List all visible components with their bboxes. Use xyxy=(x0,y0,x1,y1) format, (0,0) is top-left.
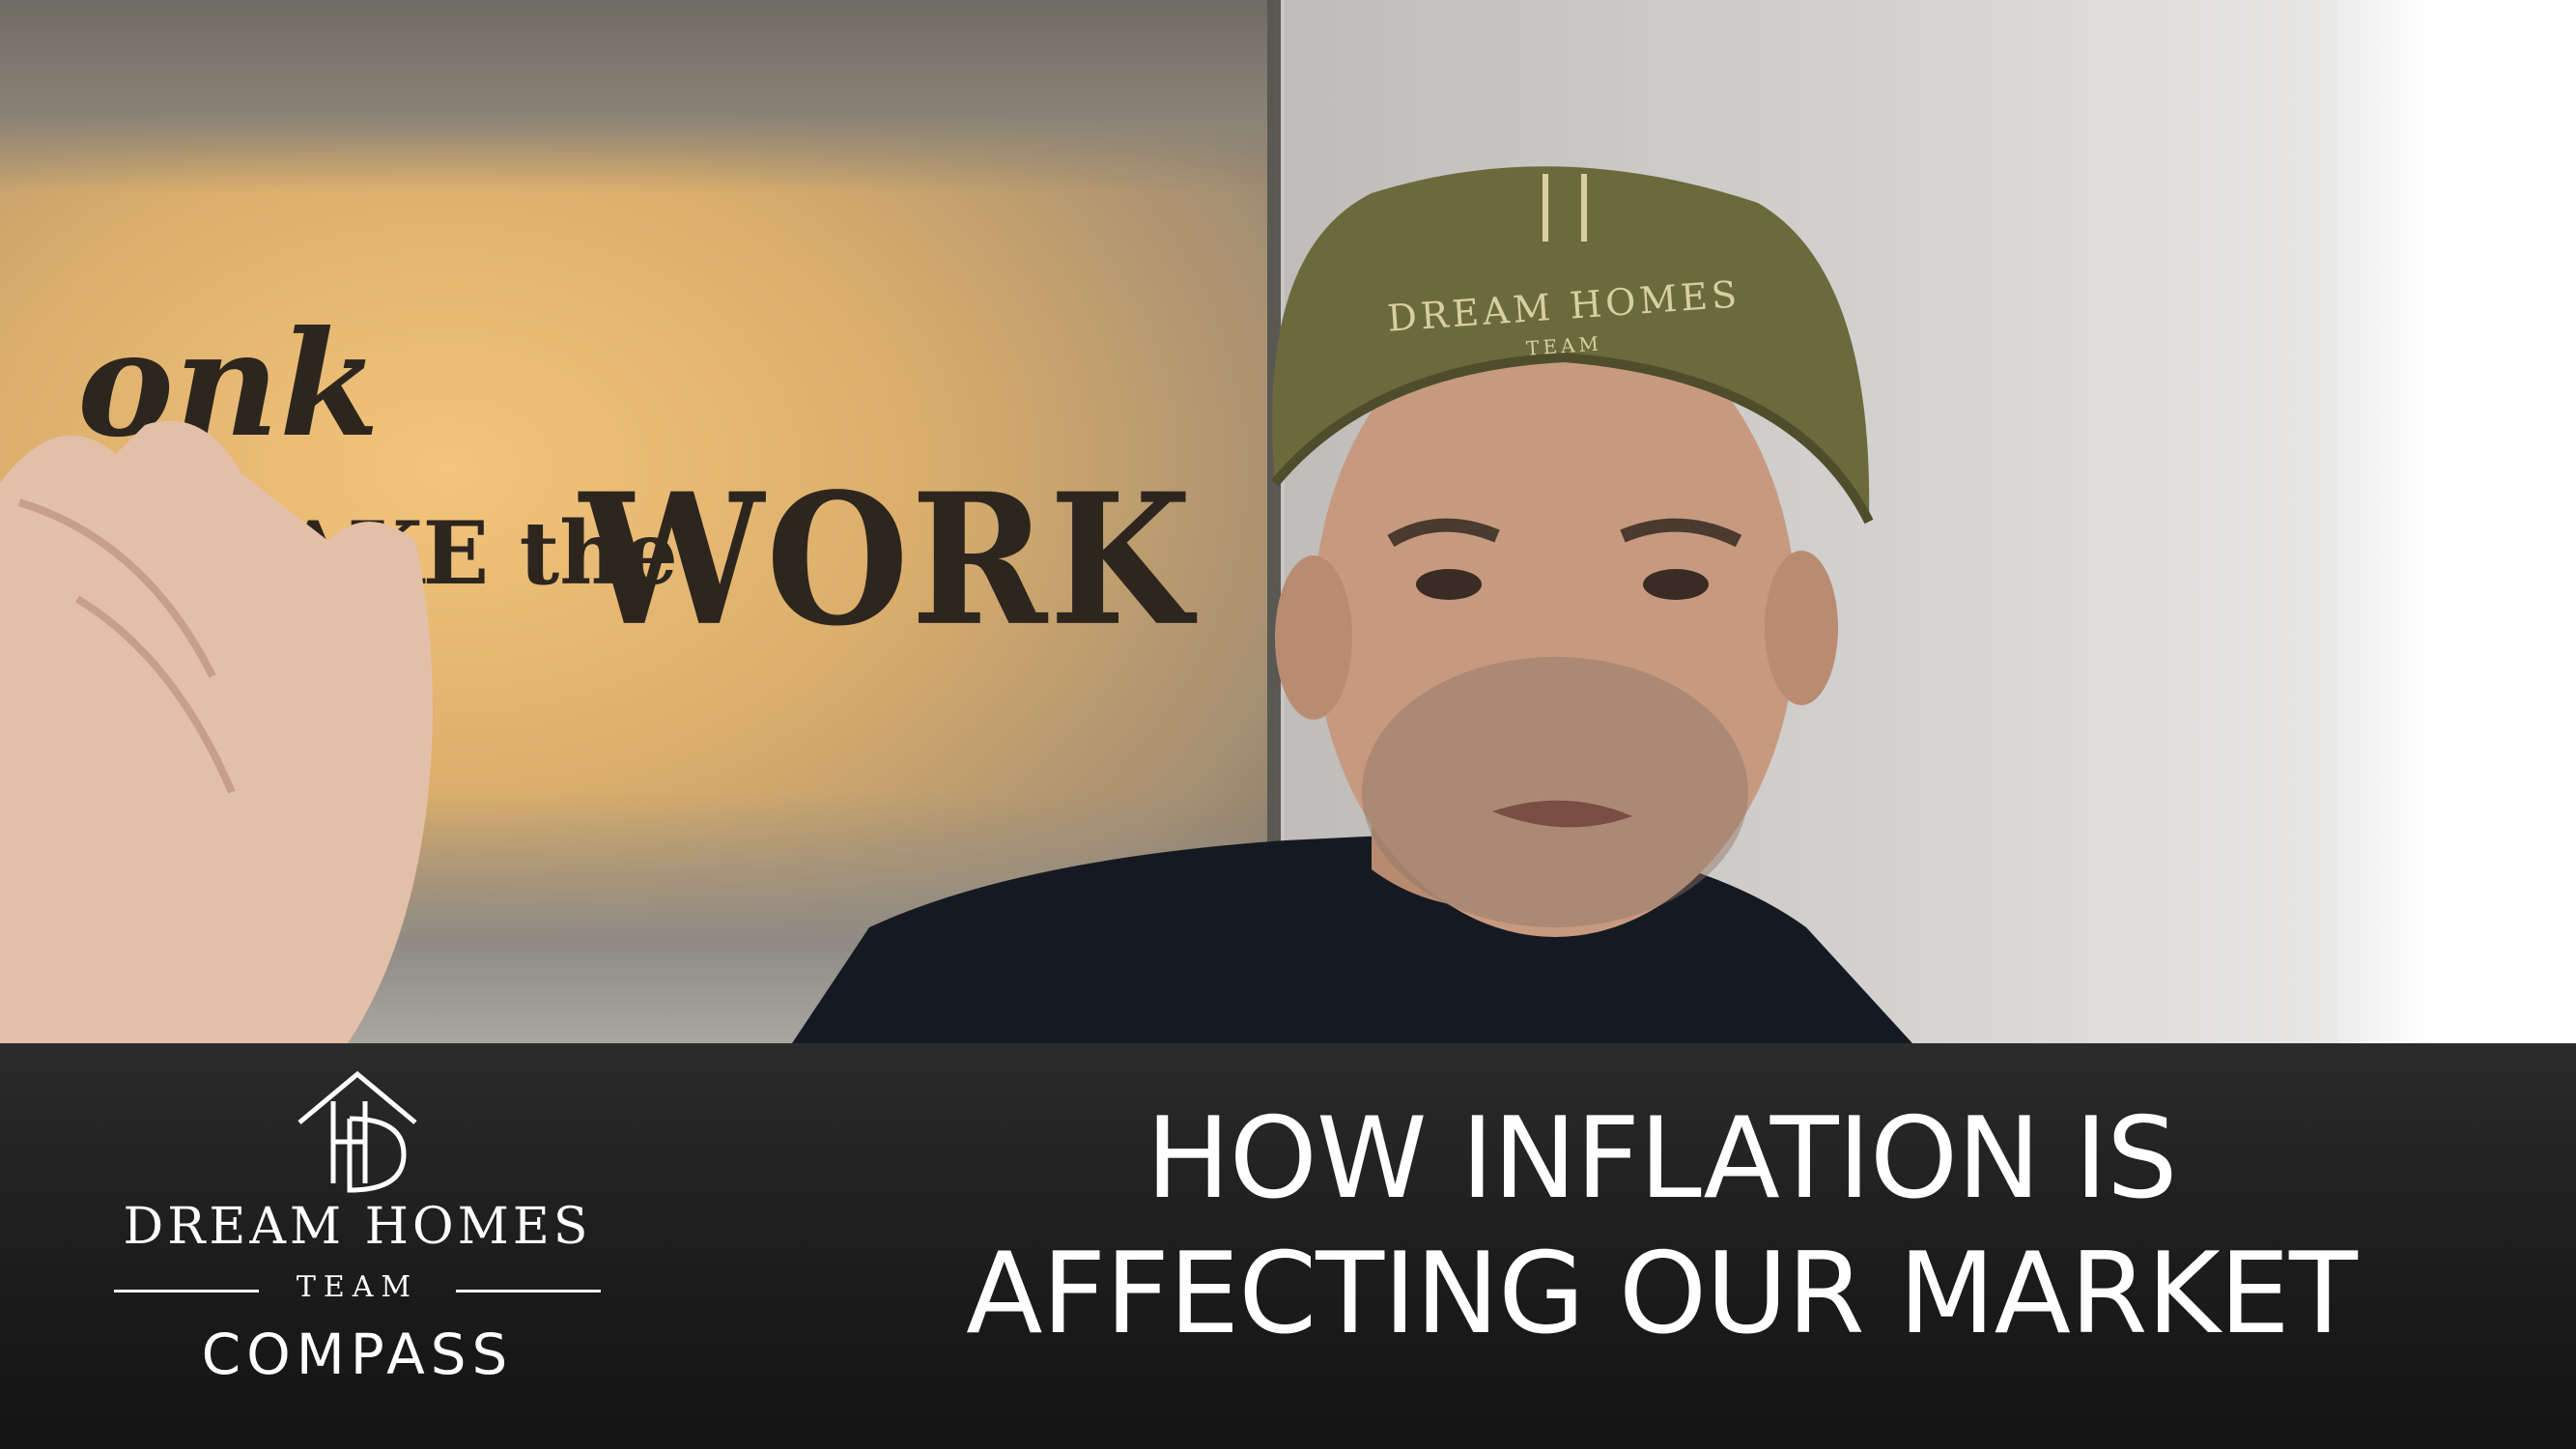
brand-team: TEAM xyxy=(296,1270,419,1304)
title-banner xyxy=(0,1043,2576,1449)
presenter-cap xyxy=(1272,166,1870,523)
presenter-hand xyxy=(0,420,433,1043)
poster-script-text: onk xyxy=(77,299,381,469)
brand-team-row: TEAM xyxy=(97,1270,618,1309)
partner-brand: COMPASS xyxy=(201,1321,514,1387)
divider-right xyxy=(456,1290,601,1293)
video-title: HOW INFLATION IS AFFECTING OUR MARKET xyxy=(792,1092,2531,1362)
title-line-1: HOW INFLATION IS xyxy=(1146,1094,2177,1224)
presenter-face xyxy=(1314,299,1797,937)
hd-monogram-house-icon xyxy=(297,1070,417,1193)
poster-frame-edge xyxy=(1267,0,1281,1043)
title-line-2: AFFECTING OUR MARKET xyxy=(966,1229,2358,1359)
poster-work-text: WORK xyxy=(580,454,1195,667)
video-frame-photo: onk MAKE the WORK DRE xyxy=(0,0,2576,1043)
divider-left xyxy=(114,1290,259,1293)
brand-logo: DREAM HOMES TEAM COMPASS xyxy=(97,1063,618,1430)
cap-team-text: TEAM xyxy=(1525,331,1602,359)
presenter: DREAM HOMES TEAM xyxy=(0,166,1912,1043)
presenter-shirt xyxy=(792,831,1912,1043)
brand-name: DREAM HOMES xyxy=(123,1198,592,1256)
bright-window xyxy=(2337,0,2576,1043)
poster-top-shade xyxy=(0,0,1275,193)
